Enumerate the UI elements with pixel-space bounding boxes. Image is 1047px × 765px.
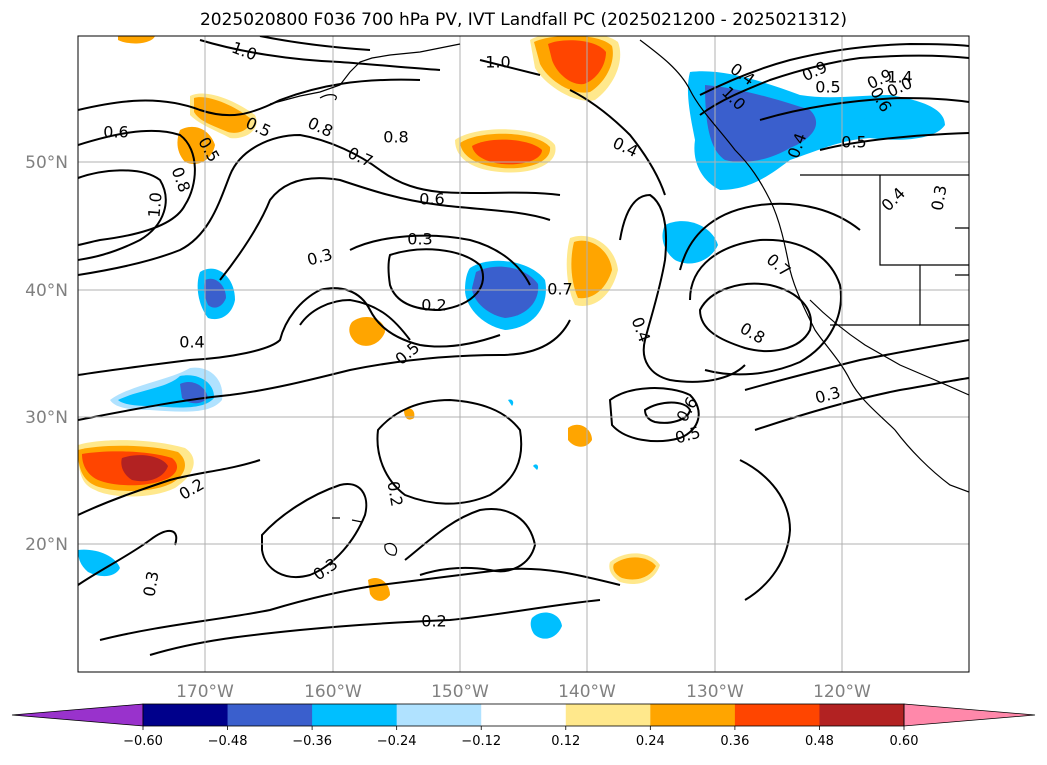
contour-label: 1.4 [887, 68, 912, 87]
colorbar-segment [481, 704, 567, 726]
colorbar-extend-high [903, 703, 1036, 727]
colorbar-segment [396, 704, 482, 726]
colorbar-tick-label: −0.36 [292, 734, 332, 749]
lon-label-150w: 150°W [431, 682, 489, 702]
contour-label: 0.7 [547, 280, 572, 299]
contour-label: 0.5 [815, 78, 840, 97]
colorbar-tick-label: −0.60 [123, 734, 163, 749]
colorbar-tick-label: 0.60 [890, 734, 919, 749]
lat-label-30n: 30°N [25, 408, 68, 428]
contour-label: 0.4 [179, 333, 204, 352]
lat-label-20n: 20°N [25, 535, 68, 555]
contour-label: 0.6 [103, 123, 128, 142]
colorbar-segment [312, 704, 398, 726]
contour-label: 0.6 [419, 190, 444, 209]
colorbar: −0.60 −0.48 −0.36 −0.24 −0.12 0.12 0.24 0.36 0.4… [11, 703, 1036, 749]
map-panel [78, 36, 969, 672]
contour-label: 0.3 [927, 184, 950, 212]
pv-contours [78, 36, 969, 656]
contour-label: 0.3 [407, 230, 432, 249]
colorbar-segment [143, 704, 229, 726]
lon-label-170w: 170°W [176, 682, 234, 702]
lat-label-50n: 50°N [25, 153, 68, 173]
colorbar-tick-label: −0.48 [208, 734, 248, 749]
lon-label-130w: 130°W [686, 682, 744, 702]
contour-label: 0.2 [421, 612, 446, 631]
colorbar-segment [650, 704, 736, 726]
map-title: 2025020800 F036 700 hPa PV, IVT Landfall… [199, 10, 847, 30]
colorbar-extend-low [11, 703, 144, 727]
lat-label-40n: 40°N [25, 281, 68, 301]
graticule [78, 36, 969, 672]
contour-label: 0.3 [139, 570, 162, 598]
colorbar-tick-label: −0.24 [377, 734, 417, 749]
lon-label-160w: 160°W [304, 682, 362, 702]
map-frame [77, 35, 970, 673]
contour-label: 0.5 [841, 133, 866, 152]
contour-label: 0.2 [383, 480, 406, 508]
coastlines [269, 39, 969, 556]
lon-label-120w: 120°W [813, 682, 871, 702]
colorbar-tick-label: 0.36 [720, 734, 749, 749]
colorbar-segment [734, 704, 820, 726]
colorbar-segment [565, 704, 651, 726]
contour-label: 0.8 [383, 128, 408, 147]
colorbar-tick-label: −0.12 [461, 734, 501, 749]
colorbar-segment [819, 704, 905, 726]
colorbar-tick-label: 0.48 [805, 734, 834, 749]
colorbar-frame [142, 703, 905, 727]
contour-label: 0.2 [421, 296, 446, 315]
contour-label: 1.0 [144, 191, 165, 218]
lon-label-140w: 140°W [558, 682, 616, 702]
contour-label: 1.0 [485, 53, 510, 72]
colorbar-tick-label: 0.24 [636, 734, 665, 749]
colorbar-segment [227, 704, 313, 726]
colorbar-tick-label: 0.12 [551, 734, 580, 749]
